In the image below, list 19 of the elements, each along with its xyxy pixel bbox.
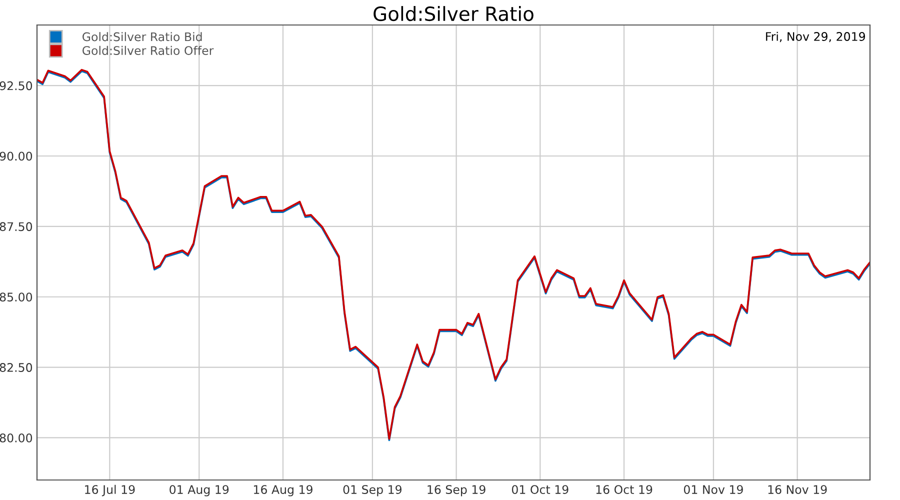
chart-title: Gold:Silver Ratio <box>374 6 534 22</box>
legend-label: Gold:Silver Ratio Offer <box>82 46 214 56</box>
x-tick-label: 01 Aug 19 <box>170 485 229 496</box>
x-tick-label: 16 Sep 19 <box>428 485 486 496</box>
y-tick-label: 92.50 <box>0 81 32 90</box>
x-tick-label: 01 Sep 19 <box>343 485 402 496</box>
x-tick-label: 16 Jul 19 <box>85 484 135 496</box>
x-tick-label: 16 Aug 19 <box>254 485 312 496</box>
x-tick-label: 16 Oct 19 <box>596 485 652 494</box>
x-tick-label: 01 Nov 19 <box>684 485 743 494</box>
x-tick-label: 16 Nov 19 <box>768 485 827 494</box>
y-tick-label: 80.00 <box>0 433 32 442</box>
y-tick-label: 90.00 <box>0 152 32 161</box>
annotation: Fri, Nov 29, 2019 <box>766 32 866 42</box>
y-tick-label: 82.50 <box>0 363 32 372</box>
y-tick-label: 85.00 <box>0 292 32 302</box>
x-tick-label: 01 Oct 19 <box>512 485 568 494</box>
y-tick-label: 87.50 <box>0 222 32 232</box>
legend-label: Gold:Silver Ratio Bid <box>82 32 202 42</box>
